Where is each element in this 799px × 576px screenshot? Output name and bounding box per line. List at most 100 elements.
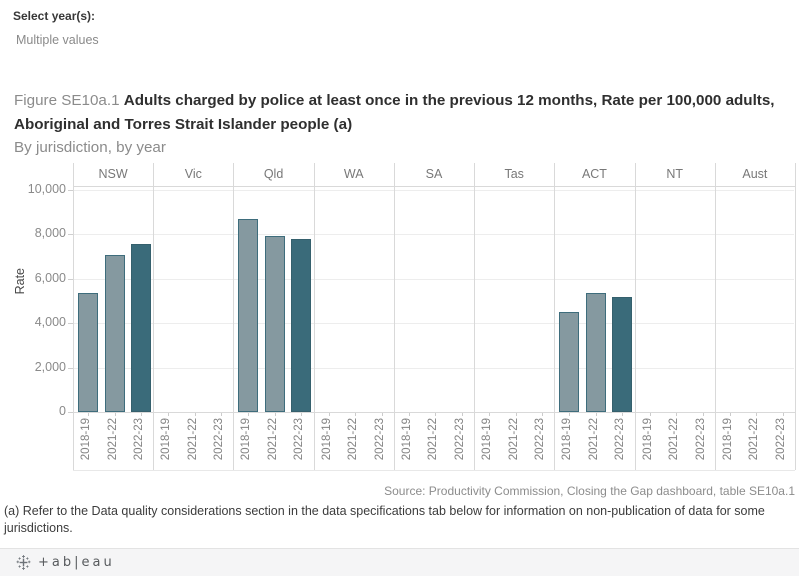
- x-tick-label: 2021-22: [347, 418, 360, 461]
- gridline: [74, 190, 794, 191]
- x-tick-label: 2018-19: [561, 418, 574, 461]
- x-tick-label: 2022-23: [694, 418, 707, 461]
- x-tick-mark: [301, 413, 303, 416]
- y-tick-mark: [68, 412, 73, 413]
- tableau-wordmark: +ab|eau: [38, 555, 115, 570]
- bar-qld-2018-19[interactable]: [238, 219, 259, 412]
- figure-number: Figure SE10a.1: [14, 92, 120, 109]
- y-tick-mark: [68, 323, 73, 325]
- x-tick-mark: [461, 413, 463, 416]
- x-tick-mark: [622, 413, 624, 416]
- bar-act-2022-23[interactable]: [612, 296, 633, 412]
- x-tick-label: 2022-23: [133, 418, 145, 461]
- gridline: [74, 367, 794, 369]
- column-header-tas: Tas: [504, 167, 524, 181]
- x-tick-label: 2021-22: [266, 418, 279, 461]
- panel-separator: [153, 163, 155, 470]
- chart-subtitle: By jurisdiction, by year: [14, 139, 166, 156]
- column-header-wa: WA: [343, 167, 364, 181]
- label-area-border: [73, 470, 795, 471]
- column-header-nsw: NSW: [98, 167, 128, 181]
- x-tick-label: 2018-19: [160, 418, 173, 461]
- x-tick-label: 2021-22: [106, 418, 119, 461]
- x-tick-label: 2018-19: [320, 418, 333, 461]
- x-tick-mark: [676, 413, 678, 416]
- chart-title-block: Figure SE10a.1 Adults charged by police …: [14, 89, 794, 160]
- x-tick-mark: [168, 413, 170, 416]
- x-tick-label: 2018-19: [240, 418, 253, 461]
- x-tick-mark: [702, 413, 704, 416]
- x-tick-mark: [408, 413, 410, 416]
- x-tick-mark: [114, 413, 116, 416]
- x-tick-mark: [435, 413, 437, 416]
- x-tick-mark: [649, 413, 651, 416]
- gridline: [74, 234, 794, 236]
- x-tick-mark: [88, 413, 89, 416]
- year-filter-dropdown[interactable]: Multiple values: [16, 33, 99, 47]
- y-tick-label: 2,000: [34, 359, 66, 374]
- tableau-logo[interactable]: +ab|eau: [16, 555, 115, 570]
- bar-nsw-2022-23[interactable]: [131, 243, 151, 412]
- gridline: [74, 323, 794, 325]
- x-tick-mark: [756, 413, 758, 416]
- panel-separator: [233, 163, 235, 470]
- bar-qld-2022-23[interactable]: [291, 238, 312, 412]
- panel-separator: [795, 163, 796, 470]
- column-header-qld: Qld: [263, 167, 284, 181]
- x-tick-mark: [274, 413, 276, 416]
- y-tick-label: 0: [59, 404, 66, 418]
- x-tick-mark: [248, 413, 250, 416]
- y-tick-mark: [68, 190, 73, 191]
- tableau-footer: +ab|eau: [0, 548, 799, 576]
- x-tick-mark: [782, 413, 784, 416]
- y-tick-mark: [68, 367, 73, 369]
- x-tick-label: 2022-23: [213, 418, 226, 461]
- bar-act-2021-22[interactable]: [585, 292, 606, 412]
- x-tick-mark: [381, 413, 383, 416]
- x-tick-label: 2022-23: [373, 418, 386, 461]
- panel-separator: [714, 163, 716, 470]
- y-tick-label: 10,000: [27, 182, 66, 196]
- x-tick-label: 2022-23: [293, 418, 306, 461]
- x-tick-label: 2018-19: [641, 418, 654, 461]
- x-tick-mark: [489, 413, 491, 416]
- axis-baseline: [73, 412, 795, 413]
- column-header-vic: Vic: [184, 167, 202, 181]
- bar-act-2018-19[interactable]: [559, 312, 580, 412]
- x-tick-mark: [221, 413, 223, 416]
- panel-separator: [393, 163, 395, 470]
- y-tick-mark: [68, 278, 73, 280]
- x-tick-label: 2018-19: [721, 418, 734, 461]
- x-tick-mark: [515, 413, 517, 416]
- x-tick-mark: [729, 413, 731, 416]
- x-tick-label: 2021-22: [186, 418, 199, 461]
- x-tick-label: 2022-23: [614, 418, 627, 461]
- gridline: [74, 278, 794, 280]
- x-tick-mark: [194, 413, 196, 416]
- x-tick-mark: [141, 413, 142, 416]
- header-border: [73, 186, 795, 187]
- y-tick-label: 8,000: [34, 226, 66, 241]
- x-tick-label: 2018-19: [400, 418, 413, 461]
- y-tick-label: 4,000: [34, 315, 66, 330]
- panel-separator: [554, 163, 556, 470]
- x-tick-label: 2022-23: [774, 418, 787, 461]
- panel-separator: [73, 163, 74, 470]
- x-tick-mark: [595, 413, 597, 416]
- panel-separator: [634, 163, 636, 470]
- x-tick-label: 2018-19: [80, 418, 92, 461]
- bar-nsw-2018-19[interactable]: [78, 293, 98, 412]
- y-tick-mark: [68, 234, 73, 236]
- x-tick-label: 2021-22: [507, 418, 520, 461]
- x-tick-label: 2021-22: [427, 418, 440, 461]
- page-title: Adults charged by police at least once i…: [14, 92, 775, 133]
- source-note: Source: Productivity Commission, Closing…: [384, 484, 795, 498]
- column-header-act: ACT: [581, 167, 607, 181]
- column-header-aust: Aust: [742, 167, 768, 181]
- column-header-nt: NT: [666, 167, 683, 181]
- x-tick-label: 2021-22: [587, 418, 600, 461]
- bar-qld-2021-22[interactable]: [264, 235, 285, 412]
- bar-nsw-2021-22[interactable]: [104, 254, 125, 412]
- column-header-sa: SA: [425, 167, 443, 181]
